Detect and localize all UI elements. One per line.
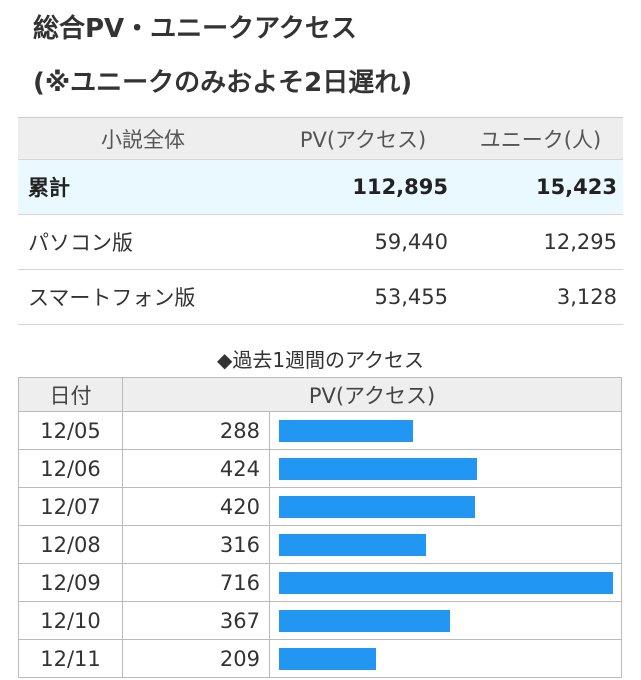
summary-header-row: 小説全体 PV(アクセス) ユニーク(人): [18, 117, 623, 160]
pv-bar: [279, 533, 426, 556]
summary-row-label: パソコン版: [18, 214, 268, 270]
weekly-pv-cell: 420: [122, 487, 270, 526]
summary-row-pv: 112,895: [268, 159, 458, 215]
weekly-bar-cell: [269, 411, 622, 450]
weekly-pv-cell: 288: [122, 411, 270, 450]
summary-header-scope: 小説全体: [18, 117, 268, 160]
weekly-header-row: 日付 PV(アクセス): [18, 377, 622, 412]
weekly-header-date: 日付: [18, 377, 123, 412]
summary-header-unique: ユニーク(人): [458, 117, 623, 160]
summary-row-label: 累計: [18, 159, 268, 215]
weekly-bar-cell: [269, 639, 622, 678]
weekly-date-cell: 12/09: [18, 563, 123, 602]
weekly-date-cell: 12/11: [18, 639, 123, 678]
weekly-date-cell: 12/10: [18, 601, 123, 640]
weekly-date-cell: 12/06: [18, 449, 123, 488]
pv-bar: [279, 419, 413, 442]
weekly-bar-cell: [269, 449, 622, 488]
summary-row-total: 累計 112,895 15,423: [18, 159, 623, 215]
weekly-pv-cell: 716: [122, 563, 270, 602]
weekly-pv-cell: 209: [122, 639, 270, 678]
summary-table: 小説全体 PV(アクセス) ユニーク(人) 累計 112,895 15,423 …: [18, 117, 623, 325]
pv-bar: [279, 609, 450, 632]
title-line-2: (※ユニークのみおよそ2日遅れ): [33, 68, 413, 98]
weekly-date-cell: 12/07: [18, 487, 123, 526]
table-row: 12/07 420: [18, 487, 622, 526]
table-row: 12/11 209: [18, 639, 622, 678]
weekly-bar-cell: [269, 487, 622, 526]
summary-row-label: スマートフォン版: [18, 269, 268, 325]
table-row: 12/05 288: [18, 411, 622, 450]
weekly-bar-cell: [269, 525, 622, 564]
summary-row-pc: パソコン版 59,440 12,295: [18, 214, 623, 270]
weekly-pv-cell: 316: [122, 525, 270, 564]
pv-bar: [279, 457, 477, 480]
weekly-bar-cell: [269, 601, 622, 640]
table-row: 12/10 367: [18, 601, 622, 640]
weekly-date-cell: 12/08: [18, 525, 123, 564]
table-row: 12/09 716: [18, 563, 622, 602]
weekly-pv-cell: 367: [122, 601, 270, 640]
weekly-access-table: 日付 PV(アクセス) 12/05 288 12/06 424 12/07 420 12/0…: [18, 377, 622, 678]
summary-row-unique: 15,423: [458, 159, 623, 215]
weekly-section-title: ◆過去1週間のアクセス: [216, 348, 425, 372]
summary-row-smartphone: スマートフォン版 53,455 3,128: [18, 269, 623, 325]
pv-bar: [279, 495, 475, 518]
pv-bar: [279, 647, 376, 670]
weekly-date-cell: 12/05: [18, 411, 123, 450]
pv-bar: [279, 571, 613, 594]
title-line-1: 総合PV・ユニークアクセス: [33, 14, 357, 44]
weekly-bar-cell: [269, 563, 622, 602]
summary-row-pv: 59,440: [268, 214, 458, 270]
summary-row-unique: 12,295: [458, 214, 623, 270]
weekly-pv-cell: 424: [122, 449, 270, 488]
summary-row-unique: 3,128: [458, 269, 623, 325]
summary-header-pv: PV(アクセス): [268, 117, 458, 160]
table-row: 12/06 424: [18, 449, 622, 488]
summary-row-pv: 53,455: [268, 269, 458, 325]
weekly-header-pv: PV(アクセス): [122, 377, 622, 412]
table-row: 12/08 316: [18, 525, 622, 564]
